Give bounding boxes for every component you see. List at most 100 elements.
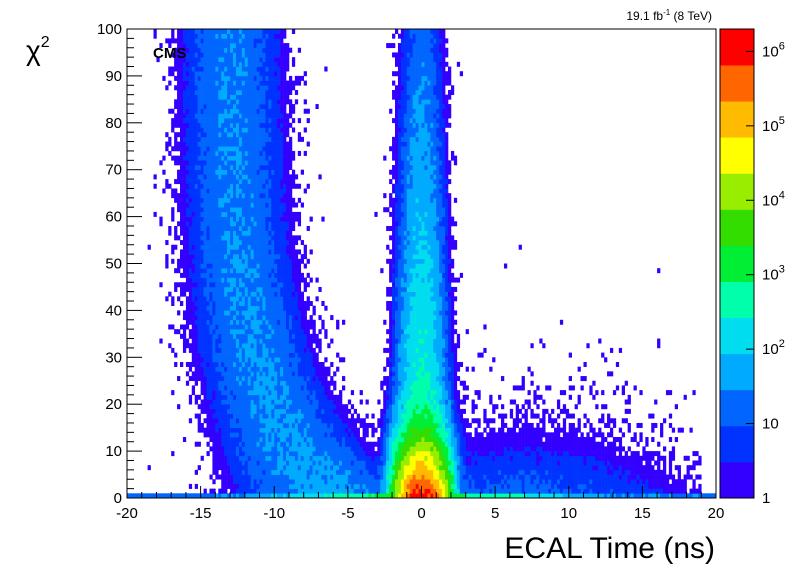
heatmap-cell (283, 80, 287, 86)
heatmap-cell (309, 469, 313, 475)
heatmap-cell (250, 296, 254, 302)
heatmap-cell (277, 347, 281, 353)
heatmap-cell (288, 343, 293, 349)
heatmap-cell (238, 29, 243, 34)
heatmap-cell (286, 296, 290, 302)
heatmap-cell (271, 169, 275, 175)
heatmap-cell (321, 301, 325, 307)
heatmap-cell (218, 225, 222, 231)
heatmap-cell (274, 338, 278, 344)
heatmap-cell (224, 211, 228, 217)
heatmap-cell (300, 427, 304, 433)
heatmap-cell (230, 118, 234, 124)
heatmap-cell (188, 399, 193, 405)
heatmap-cell (244, 408, 249, 414)
heatmap-cell (174, 57, 178, 63)
heatmap-cell (259, 71, 263, 77)
heatmap-cell (341, 418, 346, 424)
heatmap-cell (283, 52, 287, 58)
heatmap-cell (171, 127, 175, 133)
heatmap-cell (238, 33, 243, 39)
heatmap-cell (206, 244, 210, 250)
heatmap-cell (256, 319, 260, 325)
heatmap-cell (389, 347, 393, 353)
heatmap-cell (221, 122, 225, 128)
heatmap-cell (280, 324, 284, 330)
heatmap-cell (191, 179, 196, 185)
heatmap-cell (233, 352, 237, 358)
heatmap-cell (165, 132, 169, 138)
heatmap-cell (259, 446, 263, 452)
heatmap-cell (227, 89, 231, 95)
heatmap-cell (318, 404, 322, 410)
heatmap-cell (288, 221, 293, 227)
heatmap-cell (256, 366, 260, 372)
heatmap-cell (233, 127, 237, 133)
heatmap-cell (268, 221, 272, 227)
heatmap-cell (235, 202, 240, 208)
heatmap-cell (221, 29, 225, 34)
heatmap-cell (277, 446, 281, 452)
heatmap-cell (277, 301, 281, 307)
heatmap-cell (262, 71, 266, 77)
heatmap-cell (227, 122, 231, 128)
heatmap-cell (197, 310, 201, 316)
heatmap-cell (224, 479, 228, 485)
heatmap-cell (218, 361, 222, 367)
heatmap-cell (271, 61, 275, 67)
heatmap-cell (333, 418, 337, 424)
heatmap-cell (235, 174, 240, 180)
heatmap-cell (230, 333, 234, 339)
heatmap-cell (194, 230, 198, 236)
heatmap-cell (392, 268, 396, 274)
heatmap-cell (247, 38, 251, 44)
heatmap-cell (215, 254, 219, 260)
heatmap-cell (203, 66, 207, 72)
heatmap-cell (233, 85, 237, 91)
heatmap-cell (235, 249, 240, 255)
heatmap-cell (277, 71, 281, 77)
heatmap-cell (262, 225, 266, 231)
heatmap-cell (283, 329, 287, 335)
heatmap-cell (288, 380, 293, 386)
heatmap-cell (212, 183, 216, 189)
heatmap-cell (256, 422, 260, 428)
heatmap-cell (300, 404, 304, 410)
heatmap-cell (247, 174, 251, 180)
heatmap-cell (274, 432, 278, 438)
heatmap-cell (200, 183, 204, 189)
heatmap-cell (218, 418, 222, 424)
heatmap-cell (250, 366, 254, 372)
heatmap-cell (241, 432, 246, 438)
heatmap-cell (182, 254, 187, 260)
heatmap-cell (286, 113, 290, 119)
heatmap-cell (185, 29, 190, 34)
heatmap-cell (238, 272, 243, 278)
heatmap-cell (288, 385, 293, 391)
heatmap-cell (200, 310, 204, 316)
heatmap-cell (209, 122, 213, 128)
heatmap-cell (321, 319, 325, 325)
heatmap-cell (241, 118, 246, 124)
heatmap-cell (230, 371, 234, 377)
heatmap-cell (235, 80, 240, 86)
heatmap-cell (280, 202, 284, 208)
heatmap-cell (212, 160, 216, 166)
heatmap-cell (280, 455, 284, 461)
heatmap-cell (168, 38, 172, 44)
heatmap-cell (294, 277, 299, 283)
heatmap-cell (271, 343, 275, 349)
heatmap-cell (212, 207, 216, 213)
heatmap-cell (180, 258, 184, 264)
heatmap-cell (306, 418, 310, 424)
heatmap-cell (182, 165, 187, 170)
heatmap-cell (227, 432, 231, 438)
heatmap-cell (247, 380, 251, 386)
heatmap-cell (277, 451, 281, 457)
heatmap-cell (277, 155, 281, 161)
heatmap-cell (233, 394, 237, 400)
heatmap-cell (286, 141, 290, 147)
heatmap-cell (330, 413, 334, 419)
heatmap-cell (227, 296, 231, 302)
heatmap-cell (233, 272, 237, 278)
